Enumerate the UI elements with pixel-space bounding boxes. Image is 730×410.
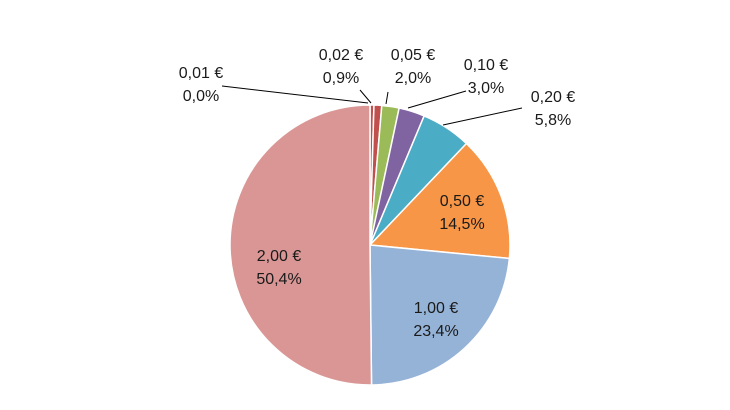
leader-line-1 xyxy=(221,85,369,104)
pie-slice-7 xyxy=(369,244,511,386)
slice-category-label-5: 0,20 € xyxy=(531,89,576,106)
slice-category-label-3: 0,05 € xyxy=(391,47,436,64)
slice-percent-label-7: 23,4% xyxy=(413,323,458,340)
pie-slices xyxy=(229,104,511,386)
pie-leader-lines xyxy=(221,85,523,126)
pie-slice-6 xyxy=(368,142,511,260)
slice-percent-label-1: 0,0% xyxy=(183,88,219,105)
slice-category-label-6: 0,50 € xyxy=(440,193,485,210)
leader-line-3 xyxy=(385,91,389,105)
slice-percent-label-6: 14,5% xyxy=(439,216,484,233)
slice-category-label-2: 0,02 € xyxy=(319,47,364,64)
slice-percent-label-2: 0,9% xyxy=(323,70,359,87)
leader-line-5 xyxy=(442,107,523,126)
slice-percent-label-4: 3,0% xyxy=(468,80,504,97)
slice-percent-label-3: 2,0% xyxy=(395,70,431,87)
slice-percent-label-5: 5,8% xyxy=(535,112,571,129)
leader-line-4 xyxy=(407,90,467,109)
pie-slice-8 xyxy=(229,104,373,386)
slice-category-label-4: 0,10 € xyxy=(464,57,509,74)
slice-category-label-1: 0,01 € xyxy=(179,65,224,82)
slice-category-label-7: 1,00 € xyxy=(414,300,459,317)
slice-percent-label-8: 50,4% xyxy=(256,271,301,288)
pie-data-labels: 0,01 € 0,0% 0,02 € 0,9% 0,05 € 2,0% 0,10 € 3,0%… xyxy=(179,47,576,340)
slice-category-label-8: 2,00 € xyxy=(257,248,302,265)
leader-line-2 xyxy=(359,89,372,104)
